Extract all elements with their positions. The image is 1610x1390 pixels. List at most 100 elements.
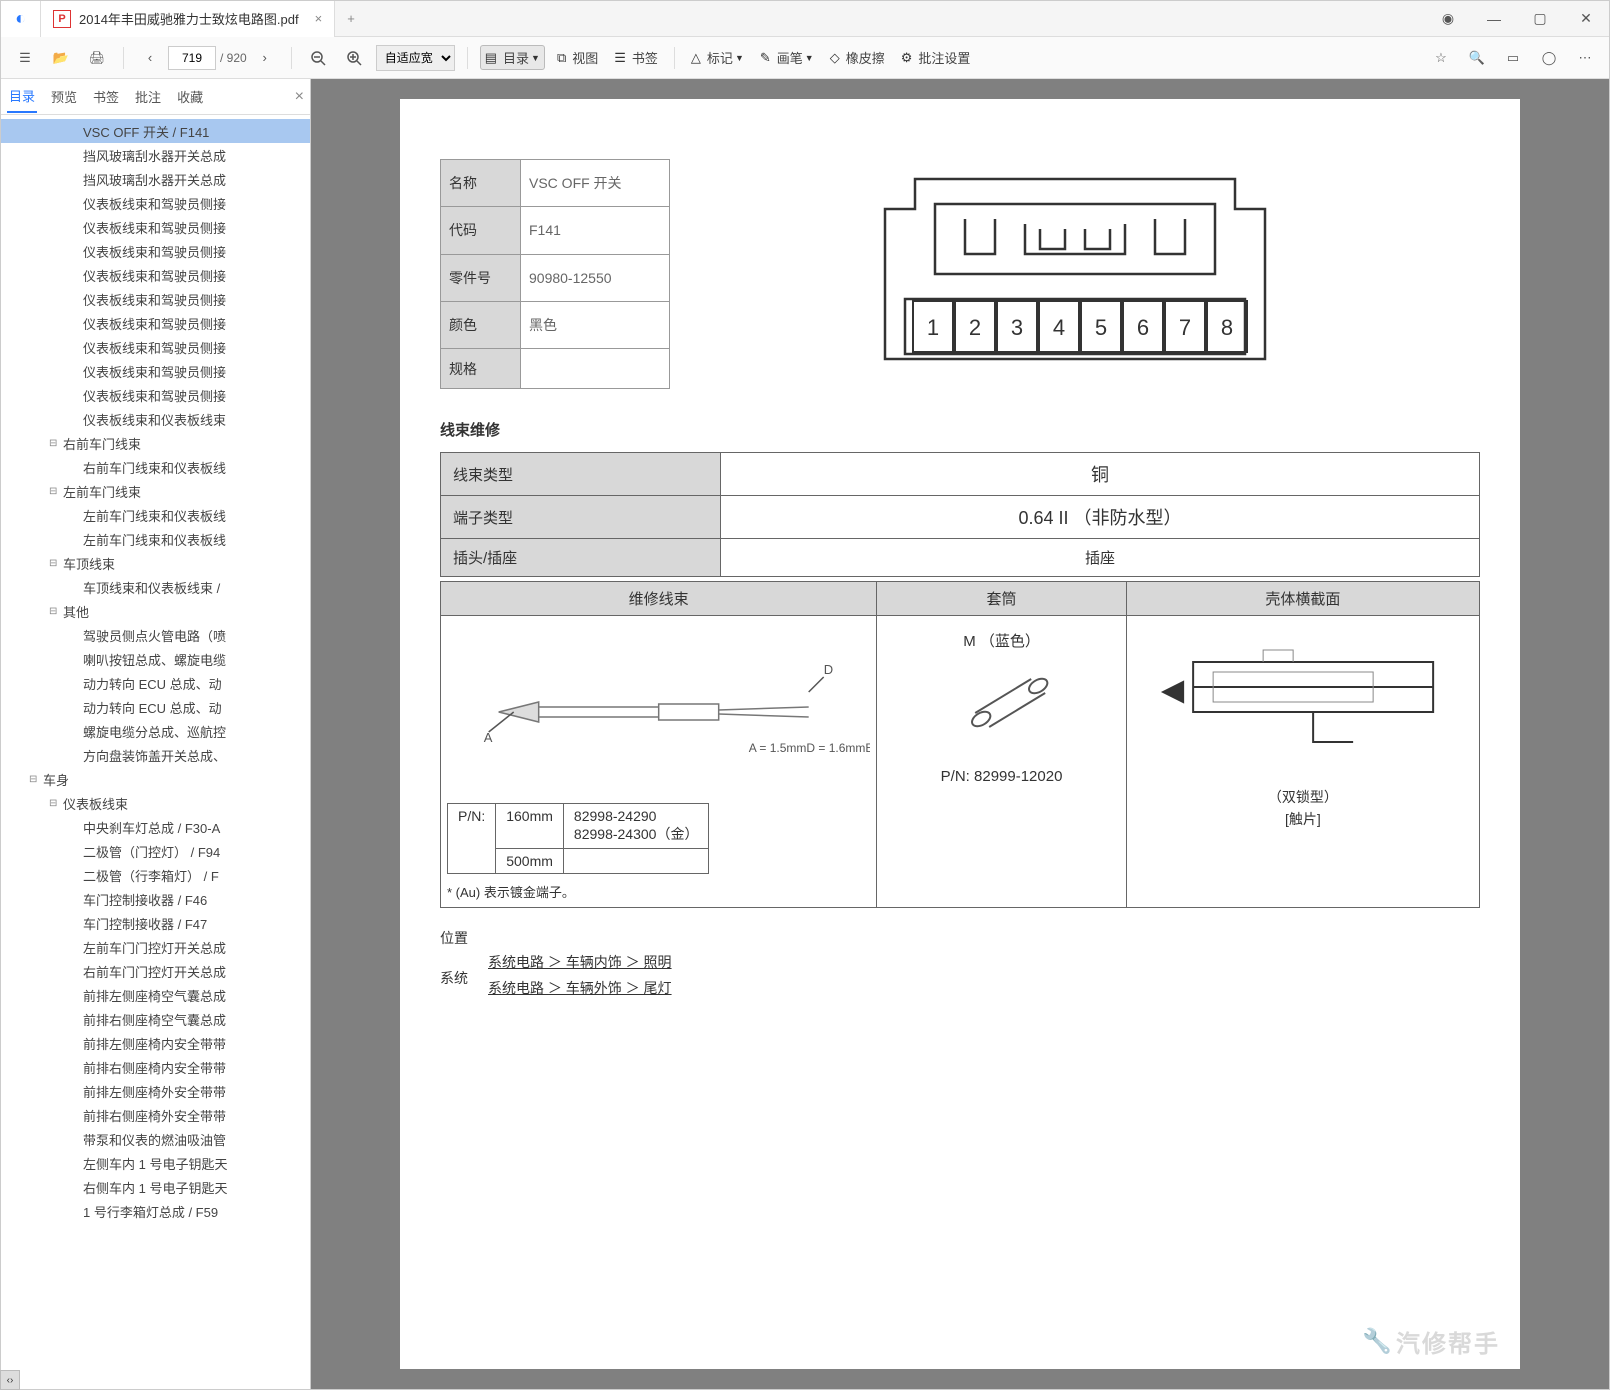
- tree-item[interactable]: 仪表板线束和仪表板线束: [1, 407, 310, 431]
- tree-item[interactable]: 前排左侧座椅内安全带带: [1, 1031, 310, 1055]
- minimize-button[interactable]: —: [1471, 1, 1517, 37]
- pn-table: P/N:160mm82998-2429082998-24300（金） 500mm: [447, 803, 709, 874]
- tree-item[interactable]: 仪表板线束和驾驶员侧接: [1, 263, 310, 287]
- app-icon: ◐: [15, 8, 26, 29]
- close-button[interactable]: ✕: [1563, 1, 1609, 37]
- tree-item[interactable]: 动力转向 ECU 总成、动: [1, 671, 310, 695]
- tree-item[interactable]: 仪表板线束和驾驶员侧接: [1, 359, 310, 383]
- tab-title: 2014年丰田威驰雅力士致炫电路图.pdf: [79, 9, 299, 28]
- gear-icon: ⚙: [901, 50, 913, 66]
- menu-icon[interactable]: ☰: [11, 44, 39, 72]
- app-tab[interactable]: ◐: [1, 1, 41, 37]
- sidebar-close[interactable]: ×: [295, 88, 304, 106]
- tree-item[interactable]: 车门控制接收器 / F46: [1, 887, 310, 911]
- tree-item[interactable]: 仪表板线束和驾驶员侧接: [1, 191, 310, 215]
- tree-item[interactable]: 二极管（行李箱灯） / F: [1, 863, 310, 887]
- tree-item[interactable]: 方向盘装饰盖开关总成、: [1, 743, 310, 767]
- tree-item[interactable]: 仪表板线束和驾驶员侧接: [1, 335, 310, 359]
- svg-text:6: 6: [1137, 315, 1149, 340]
- tree-item[interactable]: 挡风玻璃刮水器开关总成: [1, 167, 310, 191]
- chevron-down-icon: ▼: [531, 53, 540, 63]
- page-input[interactable]: [168, 46, 216, 70]
- zoom-select[interactable]: 自适应宽: [376, 45, 455, 71]
- eraser-button[interactable]: ◇ 橡皮擦: [826, 48, 889, 67]
- tree-item[interactable]: 1 号行李箱灯总成 / F59: [1, 1199, 310, 1223]
- view-button[interactable]: ⧉ 视图: [553, 48, 602, 67]
- open-icon[interactable]: 📂: [47, 44, 75, 72]
- system-link[interactable]: 系统电路 ＞ 车辆外饰 ＞ 尾灯: [488, 978, 672, 998]
- sidebar-tab-outline[interactable]: 目录: [7, 80, 37, 113]
- tree-item[interactable]: 动力转向 ECU 总成、动: [1, 695, 310, 719]
- tree-item[interactable]: 前排右侧座椅外安全带带: [1, 1103, 310, 1127]
- bookmark-button[interactable]: ☰ 书签: [610, 48, 662, 67]
- tree-item[interactable]: 右前车门门控灯开关总成: [1, 959, 310, 983]
- tree-item[interactable]: 右侧车内 1 号电子钥匙天: [1, 1175, 310, 1199]
- prev-page-icon[interactable]: ‹: [136, 44, 164, 72]
- gold-note: * (Au) 表示镀金端子。: [447, 882, 870, 901]
- tree-item[interactable]: 左前车门线束和仪表板线: [1, 503, 310, 527]
- sidebar-tab-fav[interactable]: 收藏: [175, 81, 205, 112]
- tree-item[interactable]: 右前车门线束和仪表板线: [1, 455, 310, 479]
- star-icon[interactable]: ☆: [1427, 44, 1455, 72]
- next-page-icon[interactable]: ›: [251, 44, 279, 72]
- tree-item[interactable]: 前排左侧座椅空气囊总成: [1, 983, 310, 1007]
- zoom-in-icon[interactable]: [340, 44, 368, 72]
- tree-item[interactable]: VSC OFF 开关 / F141: [1, 119, 310, 143]
- pdf-icon: P: [53, 10, 71, 28]
- tree-item[interactable]: 左前车门线束和仪表板线: [1, 527, 310, 551]
- print-icon[interactable]: 🖨: [83, 44, 111, 72]
- tree-item[interactable]: 螺旋电缆分总成、巡航控: [1, 719, 310, 743]
- document-tab[interactable]: P 2014年丰田威驰雅力士致炫电路图.pdf ×: [41, 1, 335, 37]
- search-icon[interactable]: 🔍: [1463, 44, 1491, 72]
- more-icon[interactable]: ⋯: [1571, 44, 1599, 72]
- batch-button[interactable]: ⚙ 批注设置: [897, 48, 975, 67]
- brush-button[interactable]: ✎ 画笔 ▼: [756, 48, 818, 67]
- scroll-handle[interactable]: ‹›: [1, 1370, 20, 1389]
- new-tab-button[interactable]: +: [335, 11, 367, 26]
- maximize-button[interactable]: ▢: [1517, 1, 1563, 37]
- tree-item[interactable]: 左前车门门控灯开关总成: [1, 935, 310, 959]
- tree-item[interactable]: 驾驶员侧点火管电路（喷: [1, 623, 310, 647]
- tree-item[interactable]: ⊟车身: [1, 767, 310, 791]
- tree-item[interactable]: 带泵和仪表的燃油吸油管: [1, 1127, 310, 1151]
- tree-item[interactable]: 前排右侧座椅空气囊总成: [1, 1007, 310, 1031]
- outline-button[interactable]: ▤ 目录 ▼: [480, 45, 545, 70]
- housing-diagram: [1133, 622, 1473, 772]
- settings-icon[interactable]: ◉: [1425, 1, 1471, 37]
- sidebar-tab-preview[interactable]: 预览: [49, 81, 79, 112]
- tree-item[interactable]: 车顶线束和仪表板线束 /: [1, 575, 310, 599]
- tree-item[interactable]: ⊟车顶线束: [1, 551, 310, 575]
- tree-item[interactable]: 仪表板线束和驾驶员侧接: [1, 383, 310, 407]
- svg-text:A = 1.5mmD = 1.6mmE = 0.5: A = 1.5mmD = 1.6mmE = 0.5: [749, 741, 871, 755]
- tree-item[interactable]: 前排左侧座椅外安全带带: [1, 1079, 310, 1103]
- connector-diagram: 12345678: [670, 159, 1480, 389]
- tree-item[interactable]: 仪表板线束和驾驶员侧接: [1, 311, 310, 335]
- sleeve-diagram: [883, 659, 1119, 749]
- mark-button[interactable]: △ 标记 ▼: [687, 48, 748, 67]
- user-icon[interactable]: ◯: [1535, 44, 1563, 72]
- tree-item[interactable]: 仪表板线束和驾驶员侧接: [1, 215, 310, 239]
- tree-item[interactable]: 仪表板线束和驾驶员侧接: [1, 239, 310, 263]
- tree-item[interactable]: 中央刹车灯总成 / F30-A: [1, 815, 310, 839]
- tree-item[interactable]: ⊟仪表板线束: [1, 791, 310, 815]
- tree-item[interactable]: ⊟右前车门线束: [1, 431, 310, 455]
- tree-item[interactable]: 喇叭按钮总成、螺旋电缆: [1, 647, 310, 671]
- terminal-diagram: A D A = 1.5mmD = 1.6mmE = 0.5: [447, 622, 870, 792]
- tree-item[interactable]: ⊟其他: [1, 599, 310, 623]
- system-link[interactable]: 系统电路 ＞ 车辆内饰 ＞ 照明: [488, 952, 672, 972]
- sidebar-tab-annot[interactable]: 批注: [133, 81, 163, 112]
- page-total: / 920: [220, 51, 247, 65]
- tree-item[interactable]: ⊟左前车门线束: [1, 479, 310, 503]
- tree-item[interactable]: 车门控制接收器 / F47: [1, 911, 310, 935]
- tree-item[interactable]: 左侧车内 1 号电子钥匙天: [1, 1151, 310, 1175]
- box-icon[interactable]: ▭: [1499, 44, 1527, 72]
- svg-text:3: 3: [1011, 315, 1023, 340]
- zoom-out-icon[interactable]: [304, 44, 332, 72]
- tree-item[interactable]: 前排右侧座椅内安全带带: [1, 1055, 310, 1079]
- tree-item[interactable]: 挡风玻璃刮水器开关总成: [1, 143, 310, 167]
- tab-close[interactable]: ×: [315, 11, 323, 26]
- tree-item[interactable]: 仪表板线束和驾驶员侧接: [1, 287, 310, 311]
- sidebar-tab-bookmark[interactable]: 书签: [91, 81, 121, 112]
- tree-item[interactable]: 二极管（门控灯） / F94: [1, 839, 310, 863]
- svg-text:2: 2: [969, 315, 981, 340]
